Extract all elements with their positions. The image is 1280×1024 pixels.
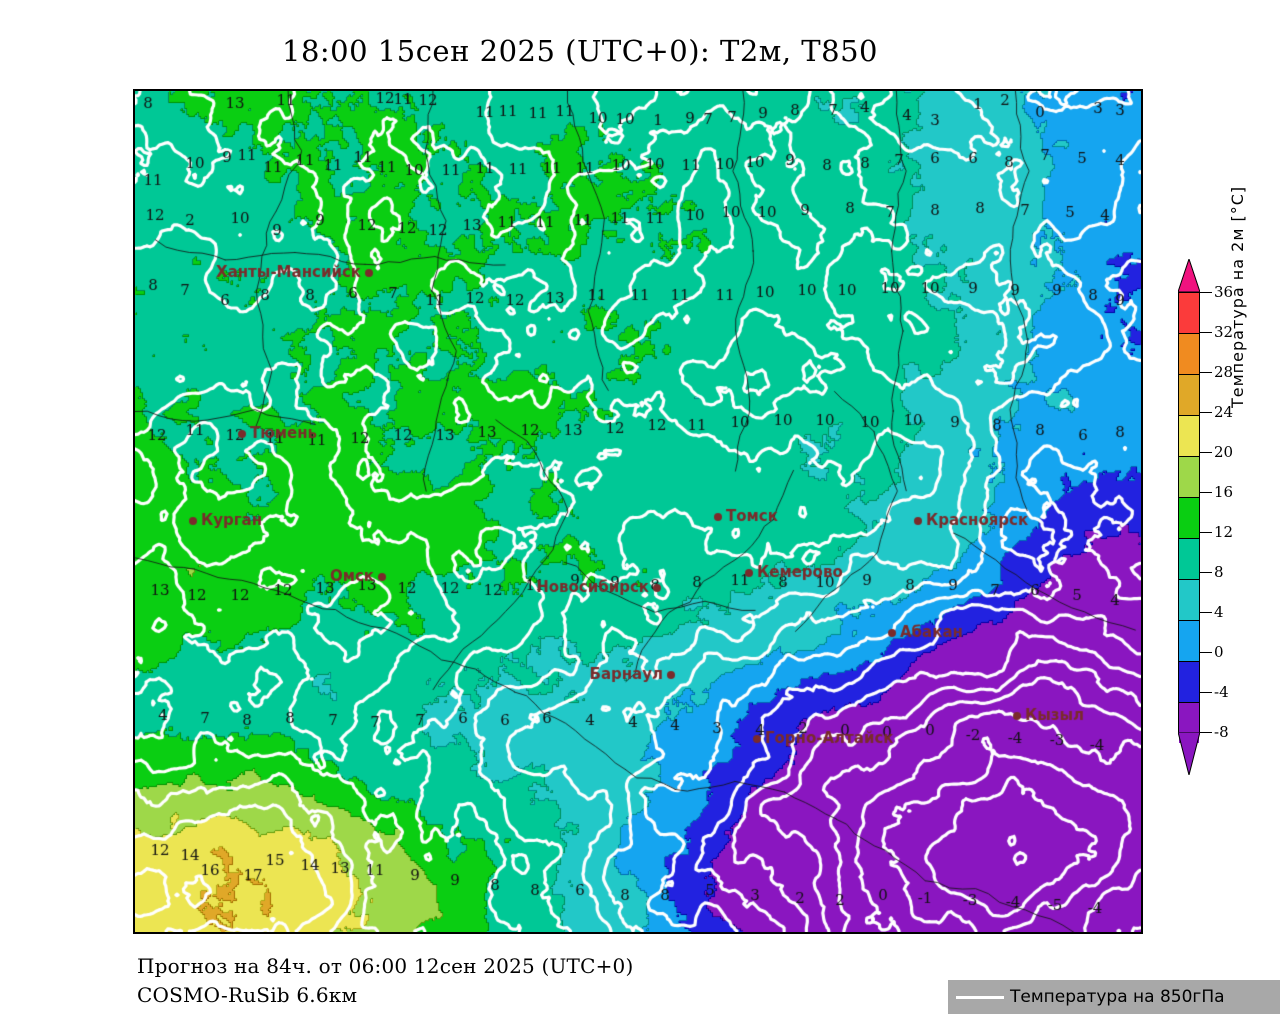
- colorbar-band: [1179, 580, 1199, 621]
- colorbar-band: [1179, 457, 1199, 498]
- colorbar-tick-label: 24: [1214, 403, 1234, 421]
- colorbar-band: [1179, 334, 1199, 375]
- colorbar-tick: [1200, 532, 1212, 533]
- colorbar-tick-label: 28: [1214, 363, 1234, 381]
- colorbar-tick: [1200, 332, 1212, 333]
- legend-t850-label: Температура на 850гПа: [1010, 987, 1225, 1007]
- colorbar-tick-label: -8: [1214, 723, 1229, 741]
- colorbar-tick: [1200, 612, 1212, 613]
- forecast-info-line: Прогноз на 84ч. от 06:00 12сен 2025 (UTC…: [137, 954, 634, 978]
- colorbar-tick: [1200, 412, 1212, 413]
- colorbar-tick: [1200, 292, 1212, 293]
- colorbar-tick: [1200, 652, 1212, 653]
- temperature-field-canvas: [135, 91, 1141, 932]
- colorbar-band: [1179, 662, 1199, 703]
- colorbar-under-arrow: [1178, 732, 1200, 775]
- page-title: 18:00 15сен 2025 (UTC+0): Т2м, Т850: [282, 34, 878, 68]
- model-name-line: COSMO-RuSib 6.6км: [137, 983, 358, 1007]
- colorbar: 36 32 28 24 20 16 12 8 4 0 -4 -8 Температура на 2м …: [1170, 186, 1280, 788]
- legend-line-sample: [956, 995, 1004, 999]
- colorbar-tick-label: 32: [1214, 323, 1234, 341]
- colorbar-tick-label: 16: [1214, 483, 1234, 501]
- colorbar-tick-label: 4: [1214, 603, 1224, 621]
- colorbar-tick: [1200, 452, 1212, 453]
- colorbar-band: [1179, 498, 1199, 539]
- colorbar-tick: [1200, 572, 1212, 573]
- colorbar-tick-label: 36: [1214, 283, 1234, 301]
- legend-t850: Температура на 850гПа: [948, 980, 1280, 1014]
- colorbar-band: [1179, 539, 1199, 580]
- colorbar-over-arrow: [1178, 259, 1200, 292]
- map-overlay: [135, 91, 1141, 932]
- colorbar-tick-label: 0: [1214, 643, 1224, 661]
- colorbar-tick: [1200, 372, 1212, 373]
- colorbar-tick-label: 20: [1214, 443, 1234, 461]
- colorbar-band: [1179, 416, 1199, 457]
- colorbar-tick-label: 8: [1214, 563, 1224, 581]
- colorbar-strip: [1178, 292, 1200, 743]
- colorbar-tick-label: -4: [1214, 683, 1229, 701]
- weather-map[interactable]: [133, 89, 1143, 934]
- colorbar-tick: [1200, 692, 1212, 693]
- colorbar-band: [1179, 621, 1199, 662]
- colorbar-band: [1179, 375, 1199, 416]
- colorbar-band: [1179, 293, 1199, 334]
- footer: Прогноз на 84ч. от 06:00 12сен 2025 (UTC…: [137, 952, 633, 1010]
- colorbar-axis-title: Температура на 2м [°C]: [1228, 185, 1247, 408]
- colorbar-tick: [1200, 492, 1212, 493]
- colorbar-tick: [1200, 732, 1212, 733]
- colorbar-tick-label: 12: [1214, 523, 1234, 541]
